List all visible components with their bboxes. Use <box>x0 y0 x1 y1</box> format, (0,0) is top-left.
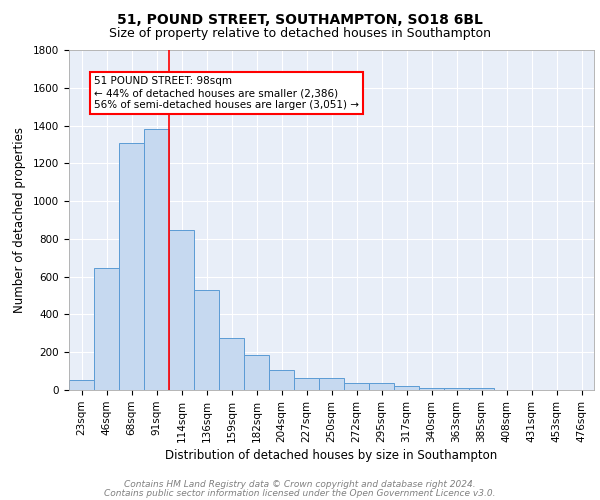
Bar <box>194 290 219 390</box>
Bar <box>269 370 294 390</box>
Text: Contains HM Land Registry data © Crown copyright and database right 2024.: Contains HM Land Registry data © Crown c… <box>124 480 476 489</box>
Bar <box>69 380 94 390</box>
Bar <box>94 268 119 390</box>
Text: Contains public sector information licensed under the Open Government Licence v3: Contains public sector information licen… <box>104 488 496 498</box>
Bar <box>319 378 344 390</box>
Text: Size of property relative to detached houses in Southampton: Size of property relative to detached ho… <box>109 28 491 40</box>
Text: 51, POUND STREET, SOUTHAMPTON, SO18 6BL: 51, POUND STREET, SOUTHAMPTON, SO18 6BL <box>117 12 483 26</box>
Bar <box>119 142 144 390</box>
Bar <box>294 378 319 390</box>
Bar <box>394 386 419 390</box>
Y-axis label: Number of detached properties: Number of detached properties <box>13 127 26 313</box>
Bar <box>469 388 494 390</box>
Bar <box>444 388 469 390</box>
Bar <box>369 384 394 390</box>
Text: 51 POUND STREET: 98sqm
← 44% of detached houses are smaller (2,386)
56% of semi-: 51 POUND STREET: 98sqm ← 44% of detached… <box>94 76 359 110</box>
X-axis label: Distribution of detached houses by size in Southampton: Distribution of detached houses by size … <box>166 449 497 462</box>
Bar <box>169 230 194 390</box>
Bar <box>244 355 269 390</box>
Bar <box>219 338 244 390</box>
Bar <box>344 383 369 390</box>
Bar <box>144 130 169 390</box>
Bar <box>419 388 444 390</box>
